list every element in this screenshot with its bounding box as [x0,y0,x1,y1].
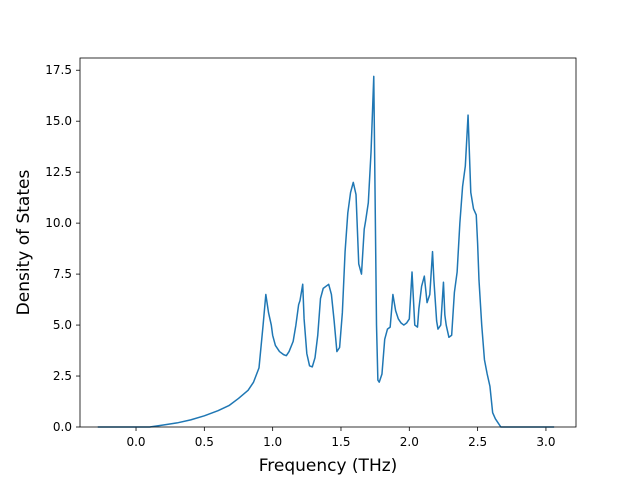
y-tick-label: 0.0 [53,420,72,434]
y-tick-label: 2.5 [53,369,72,383]
y-tick-label: 7.5 [53,267,72,281]
y-tick-label: 12.5 [45,165,72,179]
y-tick-label: 10.0 [45,216,72,230]
x-tick-label: 0.0 [126,435,145,449]
plot-area-frame [79,57,577,428]
y-tick-label: 5.0 [53,318,72,332]
y-tick-label: 15.0 [45,114,72,128]
y-tick-label: 17.5 [45,63,72,77]
x-tick-label: 0.5 [195,435,214,449]
x-axis-ticks: 0.0 0.5 1.0 1.5 2.0 2.5 3.0 [126,427,555,449]
x-tick-label: 2.0 [400,435,419,449]
y-axis-label: Density of States [14,170,34,316]
x-axis-label: Frequency (THz) [259,456,398,476]
y-axis-ticks: 0.0 2.5 5.0 7.5 10.0 12.5 15.0 17.5 [45,63,80,434]
x-tick-label: 2.5 [468,435,487,449]
x-tick-label: 1.5 [331,435,350,449]
series-line [97,75,555,428]
x-tick-label: 1.0 [263,435,282,449]
x-tick-label: 3.0 [536,435,555,449]
